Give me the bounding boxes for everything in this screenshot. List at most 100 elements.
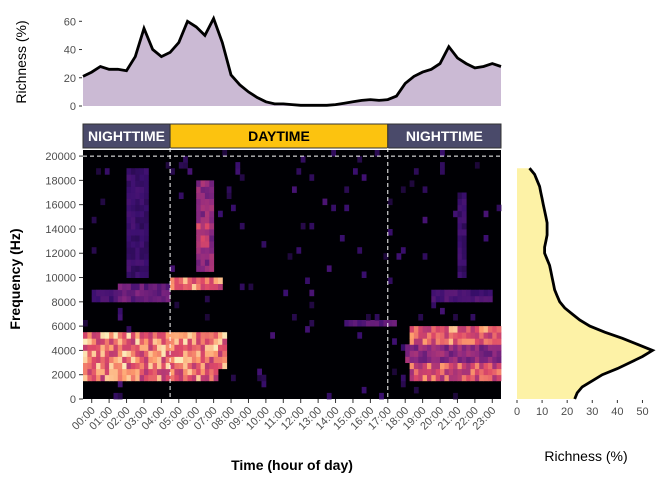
spectrogram-cell — [440, 295, 445, 303]
spectrogram-cell — [448, 332, 454, 339]
spectrogram-cell — [448, 356, 454, 363]
spectrogram-cell — [157, 344, 162, 351]
period-band-day: DAYTIME — [169, 123, 389, 149]
spectrogram-cell — [431, 295, 437, 303]
spectrogram-cell — [87, 344, 93, 351]
spectrogram-cell — [117, 350, 123, 357]
spectrogram-cell — [196, 222, 201, 230]
spectrogram-cell — [466, 326, 471, 333]
spectrogram-cell — [213, 344, 219, 351]
spectrogram-cell — [461, 216, 467, 224]
spectrogram-cell — [126, 198, 132, 206]
spectrogram-cell — [239, 222, 245, 230]
spectrogram-cell — [200, 374, 206, 382]
spectrogram-cell — [152, 332, 158, 339]
spectrogram-cell — [209, 283, 215, 291]
spectrogram-cell — [196, 186, 201, 193]
spectrogram-cell — [126, 374, 132, 382]
spectrogram-cell — [144, 204, 149, 212]
spectrogram-cell — [170, 168, 175, 175]
spectrogram-cell — [104, 344, 110, 351]
spectrogram-cell — [148, 289, 154, 297]
spectrogram-cell — [392, 320, 397, 327]
right-x-tick-label: 10 — [536, 406, 548, 418]
spectrogram-cell — [470, 338, 476, 345]
spectrogram-cell — [222, 362, 228, 370]
spectrogram-cell — [113, 338, 119, 345]
spectrogram-cell — [400, 374, 406, 382]
spectrogram-cell — [148, 356, 154, 363]
spectrogram-cell — [331, 150, 336, 157]
spectrogram-cell — [83, 356, 88, 363]
spectrogram-cell — [117, 356, 123, 363]
spectrogram-cell — [178, 350, 184, 357]
spectrogram-cell — [487, 356, 493, 363]
spectrogram-cell — [457, 356, 463, 363]
spectrogram-cell — [422, 186, 428, 193]
spectrogram-cell — [135, 247, 141, 254]
spectrogram-cell — [209, 368, 215, 376]
spectrogram-cell — [448, 350, 454, 357]
spectrogram-cell — [196, 229, 201, 236]
spectrogram-cell — [422, 216, 428, 224]
spectrogram-cell — [144, 247, 149, 254]
spectrogram-cell — [126, 289, 132, 297]
spectrogram-cell — [83, 368, 88, 376]
spectrogram-cell — [144, 295, 149, 303]
spectrogram-cell — [470, 295, 476, 303]
spectrogram-cell — [457, 326, 463, 333]
spectrogram-cell — [135, 235, 141, 242]
spectrogram-cell — [479, 295, 484, 303]
spectrogram-cell — [126, 180, 132, 187]
spectrogram-cell — [261, 374, 267, 382]
spectrogram-cell — [196, 344, 201, 351]
spectrogram-cell — [461, 253, 467, 260]
spectrogram-cell — [144, 186, 149, 193]
spectrogram-cell — [200, 259, 206, 266]
spectrogram-cell — [483, 326, 489, 333]
spectrogram-cell — [100, 198, 106, 206]
spectrogram-cell — [479, 368, 484, 376]
spectrogram-cell — [466, 338, 471, 345]
spectrogram-cell — [226, 192, 232, 199]
spectrogram-cell — [161, 289, 167, 297]
spectrogram-cell — [91, 362, 97, 370]
spectrogram-cell — [209, 332, 215, 339]
spectrogram-cell — [483, 368, 489, 376]
spectrogram-cell — [370, 320, 376, 327]
spectrogram-cell — [152, 362, 158, 370]
spectrogram-cell — [196, 368, 201, 376]
spectrogram-cell — [130, 204, 136, 212]
spectrogram-cell — [448, 344, 454, 351]
spectrogram-cell — [435, 289, 441, 297]
spectrogram-cell — [413, 326, 419, 333]
spectrogram-cell — [196, 210, 201, 218]
top-y-tick-label: 60 — [64, 16, 76, 28]
spectrogram-cell — [457, 216, 463, 224]
spectrogram-cell — [130, 174, 136, 181]
spectrogram-cell — [431, 301, 437, 309]
spectrogram-cell — [200, 362, 206, 370]
spectrogram-cell — [117, 368, 123, 376]
spectrogram-cell — [165, 374, 171, 382]
spectrogram-cell — [357, 247, 363, 254]
spectrogram-cell — [200, 350, 206, 357]
spectrogram-cell — [152, 283, 158, 291]
spectrogram-cell — [457, 350, 463, 357]
spectrogram-cell — [487, 332, 493, 339]
spectrogram-cell — [483, 210, 489, 218]
spectrogram-cell — [218, 344, 223, 351]
spectrogram-cell — [466, 295, 471, 303]
spectrogram-cell — [196, 235, 201, 242]
spectrogram-cell — [196, 283, 201, 291]
spectrogram-cell — [161, 368, 167, 376]
spectrogram-cell — [292, 186, 297, 193]
spectrogram-cell — [309, 222, 315, 230]
spectrogram-cell — [113, 362, 119, 370]
spectrogram-cell — [100, 289, 106, 297]
spectrogram-cell — [413, 368, 419, 376]
spectrogram-cell — [174, 338, 180, 345]
spectrogram-cell — [117, 283, 123, 291]
spectrogram-cell — [218, 350, 223, 357]
main-y-axis-title: Frequency (Hz) — [7, 228, 23, 329]
